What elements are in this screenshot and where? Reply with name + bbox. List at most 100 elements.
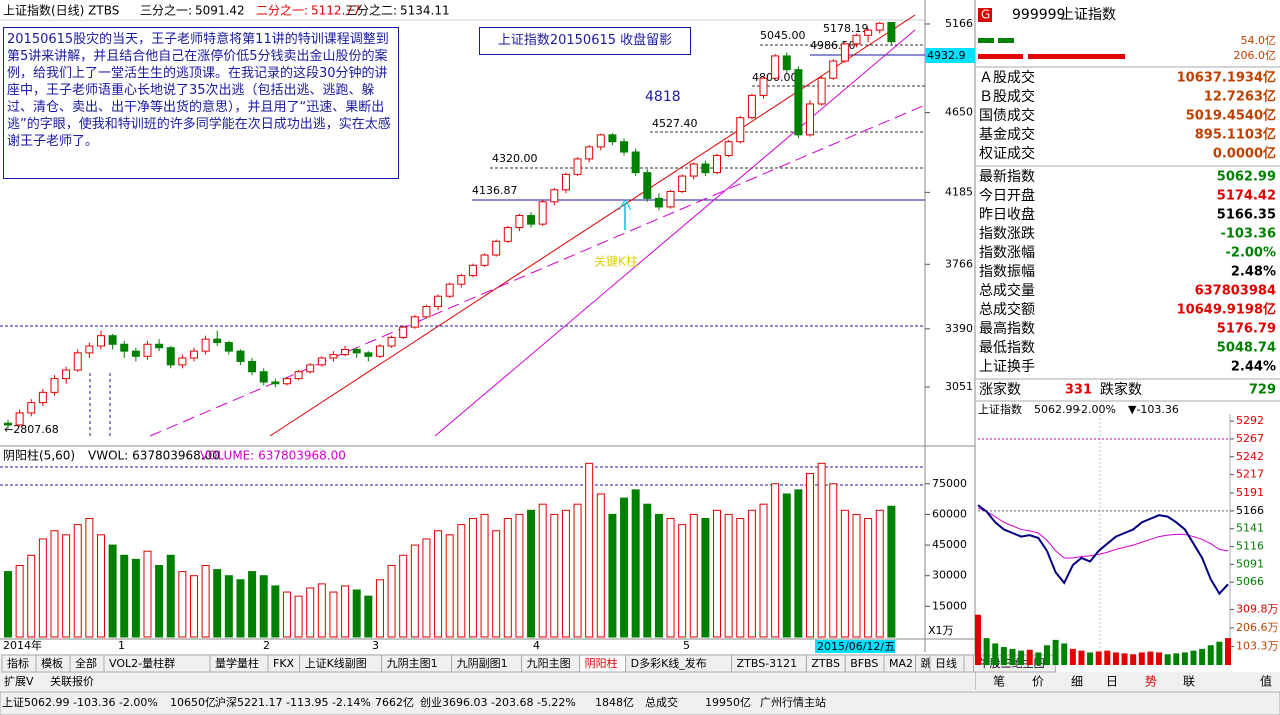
tab-label[interactable]: D多彩K线_发布 (631, 656, 707, 670)
x-tick-label: 2 (263, 639, 270, 652)
candle-body (794, 69, 803, 136)
x-tick-label: 4 (533, 639, 540, 652)
tab-label[interactable]: MA2 (889, 657, 913, 670)
tab-label[interactable]: ZTBS-3121 (737, 657, 798, 670)
status-item: 10650亿 (170, 696, 216, 709)
volume-bar (747, 509, 756, 638)
tab-label[interactable]: 扩展V (4, 674, 34, 688)
tab-label[interactable]: 阴阳柱 (585, 656, 618, 670)
intraday-volume (1216, 641, 1223, 665)
tab-label[interactable]: 日线 (935, 656, 957, 670)
volume-bar (515, 513, 524, 638)
candle-body (666, 191, 675, 208)
quote-value: 5048.74 (1217, 341, 1276, 356)
tab-label[interactable]: 日 (1106, 675, 1118, 689)
tab-label[interactable]: ZTBS (811, 657, 840, 670)
intraday-volume (1069, 648, 1076, 665)
tab-label[interactable]: 势 (1145, 675, 1157, 689)
quote-value: 5062.99 (1217, 170, 1276, 185)
tab-label[interactable]: 上证K线副图 (305, 656, 367, 670)
volume-bar (271, 585, 280, 638)
tab-label[interactable]: 细 (1071, 675, 1083, 689)
tab-label[interactable]: 量学量柱 (215, 656, 259, 670)
candle-body (178, 357, 187, 366)
candle-body (747, 94, 756, 119)
intraday-volume (1199, 648, 1206, 665)
candle-body (515, 215, 524, 229)
candle-body (468, 264, 477, 277)
quote-label: 最新指数 (979, 169, 1035, 185)
tab-label[interactable]: 笔 (993, 674, 1005, 689)
tab-label[interactable]: BFBS (850, 657, 878, 670)
status-item: 广州行情主站 (760, 695, 826, 709)
y-tick-label: 3051 (945, 380, 973, 393)
intraday-volume (1052, 639, 1059, 665)
quote-label: 权证成交 (979, 145, 1035, 162)
tab-label[interactable]: 九阴主图1 (387, 657, 438, 670)
tab-label[interactable]: 联 (1183, 675, 1195, 689)
candle-body (864, 29, 873, 36)
y-tick-label: 206.6万 (1236, 621, 1279, 634)
panel-label: VWOL: 637803968.00 (88, 449, 220, 463)
candle-body (678, 175, 687, 193)
intraday-volume (983, 638, 990, 665)
breadth-value: 331 (1065, 383, 1092, 398)
quote-value: 5019.4540亿 (1186, 108, 1276, 124)
volume-bar (399, 554, 408, 638)
volume-bar (875, 509, 884, 638)
volume-bar (631, 489, 640, 638)
candle-body (120, 343, 129, 352)
tab-label[interactable]: 值 (1260, 674, 1272, 689)
volume-bar (236, 579, 245, 638)
intraday-volume (1043, 645, 1050, 665)
candle-body (364, 352, 373, 357)
quote-label: Ｂ股成交 (979, 88, 1035, 105)
volume-bar (143, 550, 152, 638)
tab-label[interactable]: 九阴副图1 (457, 657, 508, 670)
intraday-volume (1026, 649, 1033, 665)
volume-bar (131, 558, 140, 638)
ratio-bar (998, 38, 1014, 43)
volume-bar (713, 509, 722, 638)
chart-annotation: 4527.40 (652, 117, 698, 130)
volume-bar (573, 503, 582, 638)
candle-body (201, 338, 210, 352)
volume-bar (213, 569, 222, 638)
candle-body (155, 343, 164, 349)
candle-body (248, 360, 257, 373)
volume-bar (375, 579, 384, 638)
quote-value: 12.7263亿 (1204, 89, 1276, 105)
chart-annotation: 4932.9 (927, 49, 966, 62)
tab-label[interactable]: 关联报价 (50, 674, 94, 688)
quote-value: 2.48% (1231, 265, 1276, 280)
status-item: 总成交 (645, 695, 678, 709)
intraday-volume (1078, 650, 1085, 665)
tab-label[interactable]: FKX (273, 657, 295, 670)
intraday-volume (1061, 643, 1068, 665)
volume-bar (538, 503, 547, 638)
tab-label[interactable]: 全部 (75, 656, 97, 670)
header-label: 二分之一: (256, 4, 308, 18)
candle-body (806, 103, 815, 136)
tab-label[interactable]: 九阳主图 (527, 657, 571, 670)
y-tick-label: 5242 (1236, 450, 1264, 463)
x-tick-label: 3 (372, 639, 379, 652)
volume-bar (306, 587, 315, 638)
tab-label[interactable]: 价 (1032, 675, 1044, 689)
chart-annotation: 4818 (645, 89, 681, 105)
tab-label[interactable]: 模板 (41, 656, 63, 670)
tab[interactable] (929, 654, 965, 673)
candle-body (480, 254, 489, 266)
y-tick-label: 5066 (1236, 575, 1264, 588)
intraday-volume (1164, 654, 1171, 665)
badge (978, 8, 992, 22)
header-value: 5134.11 (400, 4, 450, 18)
quote-value: 10637.1934亿 (1177, 70, 1276, 86)
candle-body (840, 43, 849, 62)
tab-label[interactable]: VOL2-量柱群 (109, 656, 175, 670)
y-tick-label: 5116 (1236, 540, 1264, 553)
intraday-volume (1173, 653, 1180, 665)
tab-label[interactable]: 指标 (7, 656, 29, 670)
volume-bar (701, 517, 710, 638)
